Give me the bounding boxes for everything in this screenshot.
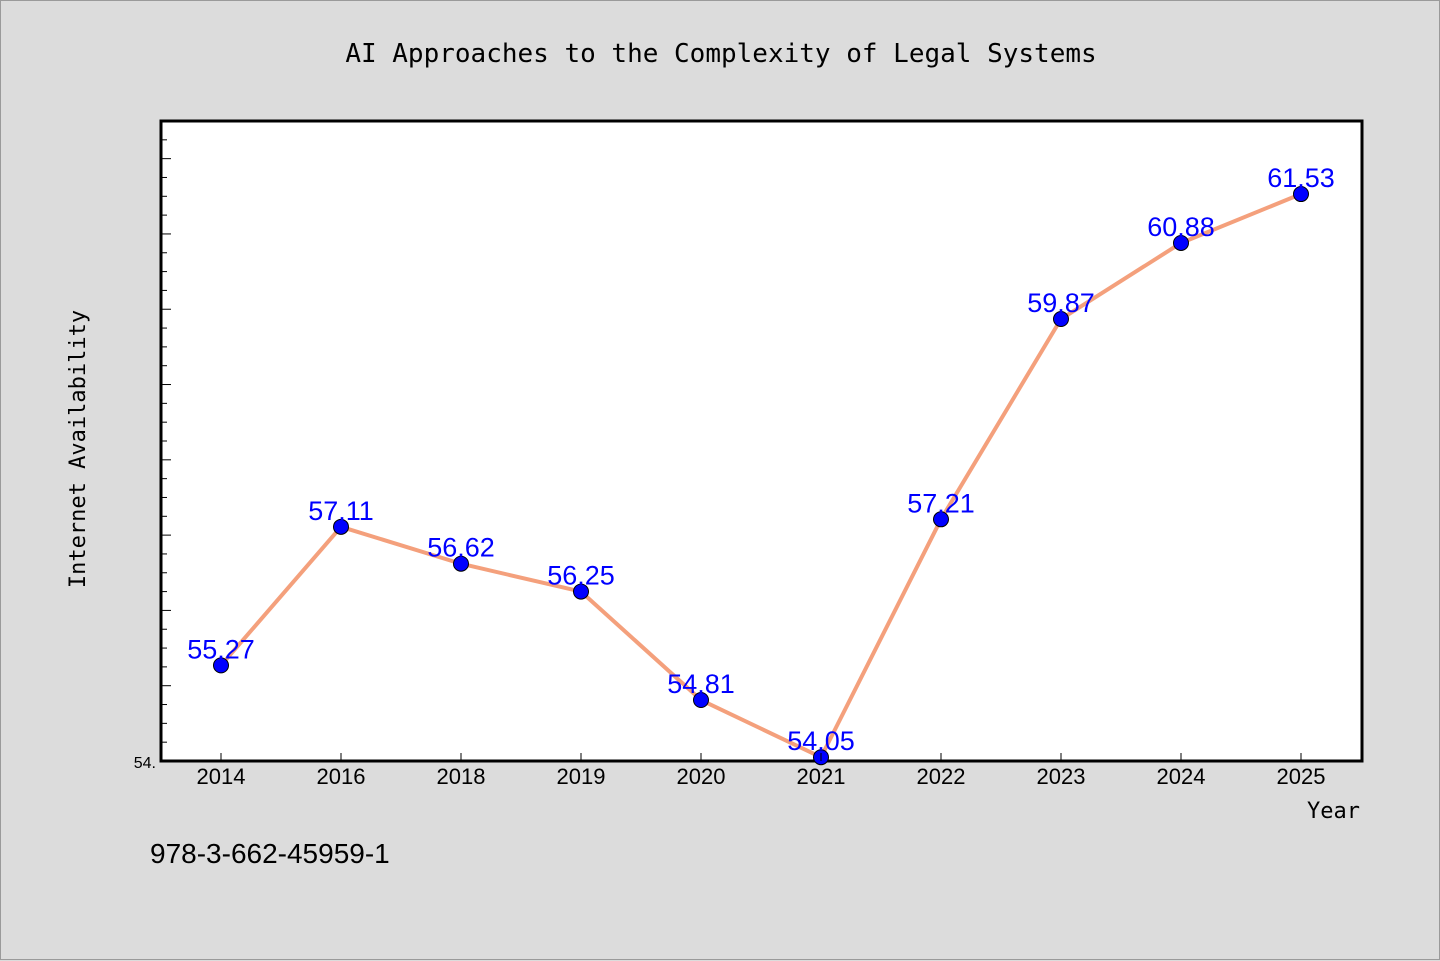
x-tick-label: 2014: [197, 764, 246, 789]
data-label: 61.53: [1267, 163, 1335, 193]
x-axis-tick-labels: 2014 2016 2018 2019 2020 2021 2022 2023 2024 2025: [197, 753, 1326, 789]
x-tick-label: 2018: [437, 764, 486, 789]
data-label: 55.27: [187, 634, 255, 664]
series-markers-group: [213, 186, 1309, 766]
data-point: [333, 518, 349, 535]
data-point: [933, 511, 949, 528]
x-tick-label: 2016: [317, 764, 366, 789]
series-line-group: [219, 192, 1302, 760]
x-tick-label: 2021: [797, 764, 846, 789]
data-point: [1293, 186, 1309, 203]
y-axis-min-tick-label: 54.: [134, 755, 156, 772]
x-tick-label: 2025: [1277, 764, 1326, 789]
data-point: [453, 555, 469, 572]
footer-isbn-note: 978-3-662-45959-1: [150, 838, 390, 869]
data-label: 57.21: [907, 488, 975, 518]
data-label: 54.81: [667, 669, 735, 699]
data-label: 56.25: [547, 561, 615, 591]
x-tick-label: 2022: [917, 764, 966, 789]
data-label: 54.05: [787, 726, 855, 756]
x-tick-label: 2024: [1157, 764, 1206, 789]
x-axis-label: Year: [1307, 799, 1360, 824]
y-axis-label: Internet Availability: [66, 310, 91, 588]
y-axis-ticks: [161, 120, 171, 762]
data-point: [693, 692, 709, 709]
data-label: 56.62: [427, 533, 495, 563]
data-point: [573, 583, 589, 600]
data-point: [1173, 234, 1189, 251]
data-point: [1053, 311, 1069, 328]
data-point: [213, 657, 229, 674]
plot-area: [159, 119, 1364, 763]
series-line: [219, 192, 1302, 760]
data-label: 57.11: [308, 496, 374, 526]
x-tick-label: 2020: [677, 764, 726, 789]
data-labels-group: 55.27 57.11 56.62 56.25 54.81 54.05 57.21 59.87…: [187, 163, 1335, 756]
data-label: 59.87: [1027, 288, 1095, 318]
data-label: 60.88: [1147, 212, 1215, 242]
x-tick-label: 2023: [1037, 764, 1086, 789]
chart-title: AI Approaches to the Complexity of Legal…: [345, 39, 1096, 69]
x-tick-label: 2019: [557, 764, 606, 789]
